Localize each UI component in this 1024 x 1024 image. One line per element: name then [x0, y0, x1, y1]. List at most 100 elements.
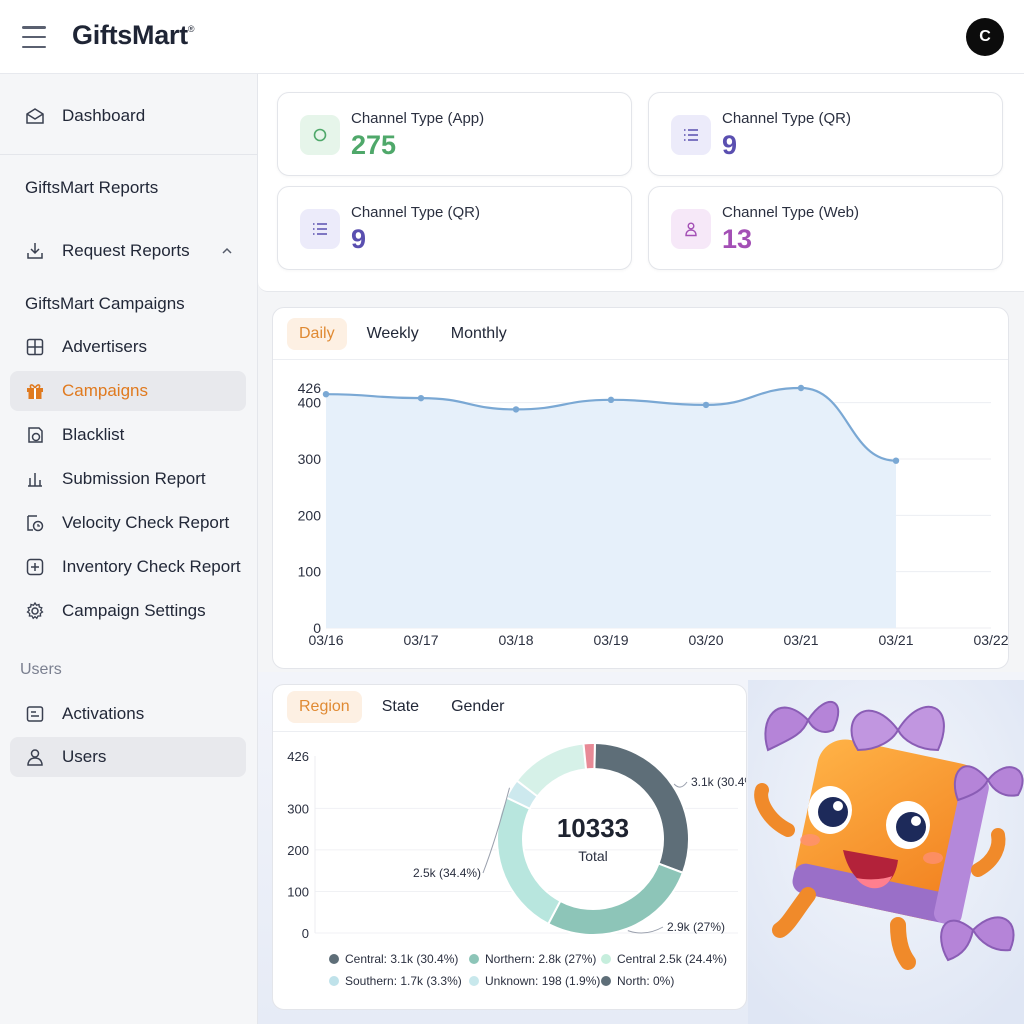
- y-tick-label: 400: [298, 395, 322, 411]
- stat-card-qr-2[interactable]: Channel Type (QR) 9: [277, 186, 632, 270]
- sidebar-item-label: Submission Report: [62, 469, 206, 488]
- x-tick-label: 03/17: [403, 632, 438, 648]
- sidebar: Dashboard GiftsMart Reports Request Repo…: [0, 74, 258, 1024]
- x-tick-label: 03/21: [783, 632, 818, 648]
- legend-label: Southern: 1.7k (3.3%): [345, 974, 462, 988]
- legend-label: Central: 3.1k (30.4%): [345, 952, 458, 966]
- y-tick-label: 0: [302, 926, 309, 941]
- legend-swatch: [601, 954, 611, 964]
- sidebar-item-label: Request Reports: [62, 241, 190, 260]
- slice-callout-label: 2.9k (27%): [667, 920, 725, 934]
- velocity-icon: [24, 512, 46, 534]
- grid-icon: [24, 336, 46, 358]
- sidebar-item-request-reports[interactable]: Request Reports: [10, 231, 246, 271]
- tab-gender[interactable]: Gender: [451, 698, 505, 715]
- list-icon: [300, 209, 340, 249]
- tab-state[interactable]: State: [381, 698, 420, 715]
- legend-label: Northern: 2.8k (27%): [485, 952, 596, 966]
- data-point: [322, 390, 330, 398]
- sidebar-item-label: Users: [62, 747, 107, 766]
- sidebar-item-dashboard[interactable]: Dashboard: [10, 96, 246, 136]
- stat-value: 9: [351, 224, 367, 254]
- stat-label: Channel Type (QR): [351, 204, 480, 221]
- campaigns-heading: GiftsMart Campaigns: [25, 294, 185, 313]
- download-icon: [24, 240, 46, 262]
- tab-region[interactable]: Region: [287, 691, 362, 723]
- plus-box-icon: [24, 556, 46, 578]
- donut-total-value: 10333: [557, 813, 629, 843]
- user-icon: [24, 746, 46, 768]
- gear-icon: [24, 600, 46, 622]
- sidebar-item-inventory-check-report[interactable]: Inventory Check Report: [10, 547, 246, 587]
- envelope-icon: [24, 105, 46, 127]
- stats-section: Channel Type (App) 275 Channel Type (QR)…: [258, 74, 1024, 292]
- sidebar-item-label: Advertisers: [62, 337, 148, 356]
- stat-value: 275: [351, 130, 397, 160]
- reports-heading: GiftsMart Reports: [25, 178, 159, 197]
- legend-swatch: [601, 976, 611, 986]
- tab-monthly[interactable]: Monthly: [450, 325, 507, 342]
- panel-divider: [273, 359, 1008, 360]
- sidebar-item-submission-report[interactable]: Submission Report: [10, 459, 246, 499]
- user-icon: [671, 209, 711, 249]
- callout-line: [482, 787, 510, 874]
- x-tick-label: 03/21: [878, 632, 913, 648]
- gift-mascot-illustration: [748, 680, 1024, 1024]
- sidebar-item-label: Campaigns: [62, 381, 148, 400]
- sidebar-item-label: Dashboard: [62, 106, 146, 125]
- sidebar-item-advertisers[interactable]: Advertisers: [10, 327, 246, 367]
- tab-daily[interactable]: Daily: [287, 318, 347, 350]
- y-tick-label: 426: [287, 749, 309, 764]
- donut-slice: [582, 742, 596, 771]
- callout-line: [673, 781, 688, 788]
- menu-icon[interactable]: [22, 26, 46, 48]
- sidebar-item-activations[interactable]: Activations: [10, 694, 246, 734]
- donut-chart-panel: Region State Gender 426 300 200 100 0 3.1k (3…: [272, 684, 747, 1010]
- tab-weekly[interactable]: Weekly: [366, 325, 419, 342]
- stat-label: Channel Type (QR): [722, 110, 851, 127]
- y-tick-label: 100: [287, 884, 309, 899]
- callout-line: [627, 926, 664, 934]
- area-fill: [326, 388, 896, 628]
- top-header: GiftsMart® C: [0, 0, 1024, 74]
- panel-divider: [273, 731, 746, 732]
- x-tick-label: 03/16: [308, 632, 343, 648]
- sidebar-item-label: Activations: [62, 704, 145, 723]
- legend-label: Central 2.5k (24.4%): [617, 952, 727, 966]
- data-point: [702, 401, 710, 409]
- sidebar-item-campaign-settings[interactable]: Campaign Settings: [10, 591, 246, 631]
- stat-card-qr[interactable]: Channel Type (QR) 9: [648, 92, 1003, 176]
- sidebar-item-users[interactable]: Users: [10, 737, 246, 777]
- sidebar-item-blacklist[interactable]: Blacklist: [10, 415, 246, 455]
- sidebar-item-label: Inventory Check Report: [62, 557, 241, 576]
- data-point: [892, 457, 900, 464]
- x-tick-label: 03/19: [593, 632, 628, 648]
- data-point: [797, 384, 805, 392]
- blacklist-icon: [24, 424, 46, 446]
- stat-card-web[interactable]: Channel Type (Web) 13: [648, 186, 1003, 270]
- user-avatar[interactable]: C: [966, 18, 1004, 56]
- stat-value: 13: [722, 224, 753, 254]
- app-logo[interactable]: GiftsMart®: [72, 20, 195, 50]
- stat-label: Channel Type (Web): [722, 204, 860, 221]
- donut-slice: [515, 742, 588, 798]
- list-icon: [671, 115, 711, 155]
- chevron-up-icon[interactable]: [220, 243, 234, 263]
- sidebar-item-velocity-check-report[interactable]: Velocity Check Report: [10, 503, 246, 543]
- stat-label: Channel Type (App): [351, 110, 485, 127]
- legend-swatch: [329, 976, 339, 986]
- sidebar-item-campaigns[interactable]: Campaigns: [10, 371, 246, 411]
- data-point: [512, 406, 520, 413]
- sidebar-item-label: Velocity Check Report: [62, 513, 230, 532]
- legend-swatch: [329, 954, 339, 964]
- gift-icon: [24, 380, 46, 402]
- stat-value: 9: [722, 130, 738, 160]
- legend-label: North: 0%): [617, 974, 674, 988]
- donut-slice: [496, 796, 562, 926]
- stat-card-app[interactable]: Channel Type (App) 275: [277, 92, 632, 176]
- legend-label: Unknown: 198 (1.9%): [485, 974, 600, 988]
- activations-icon: [24, 703, 46, 725]
- y-tick-label: 0: [313, 620, 321, 636]
- y-tick-label: 100: [298, 564, 322, 580]
